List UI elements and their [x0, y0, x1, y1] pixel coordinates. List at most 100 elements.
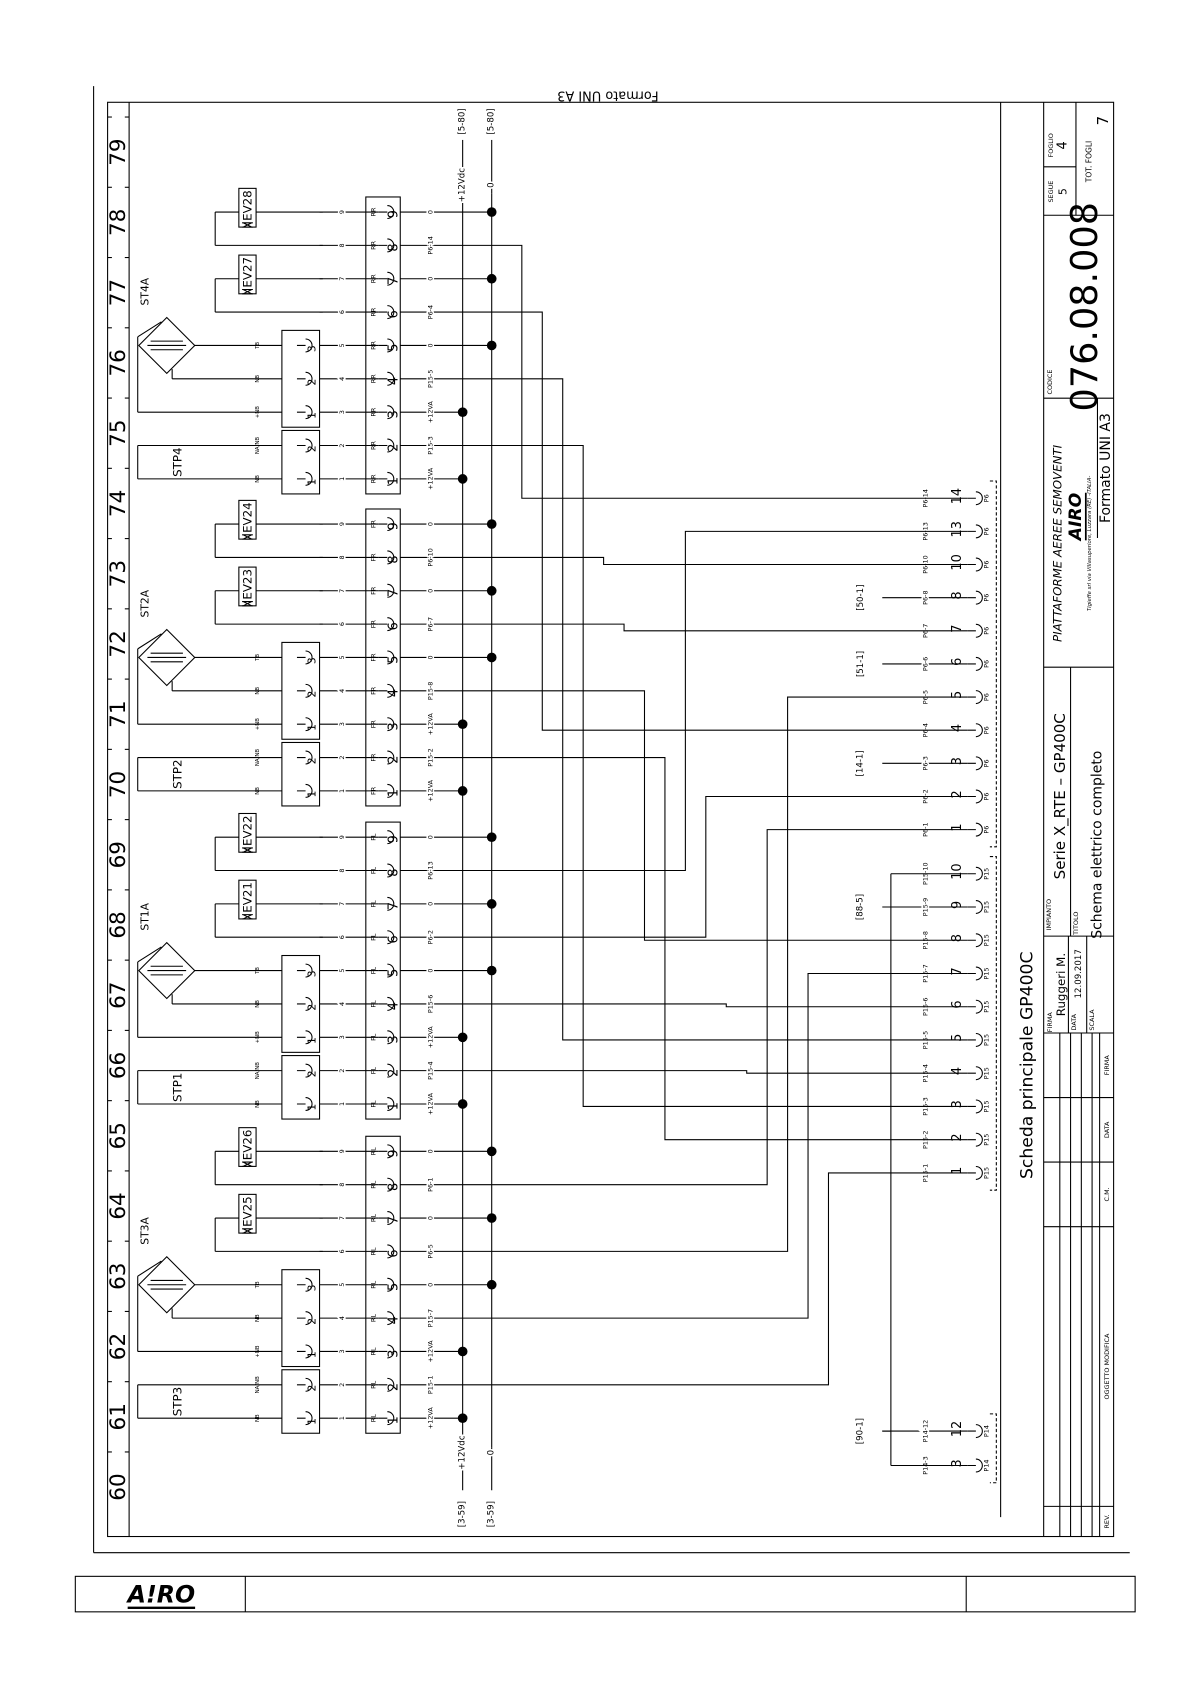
label: 4 — [1056, 141, 1071, 149]
column-number: 61 — [106, 1403, 131, 1430]
label: CODICE — [1046, 370, 1054, 395]
box-pin: 1 — [306, 724, 319, 731]
connector-pin: 2 — [950, 1133, 965, 1141]
junction — [486, 585, 497, 596]
connector-pin: 5 — [950, 691, 965, 699]
box-pin: 3 — [306, 1285, 319, 1292]
pin — [378, 271, 395, 286]
label: 7 — [1094, 116, 1112, 126]
pin — [378, 717, 395, 732]
pin — [296, 1277, 313, 1292]
wire-number: 1 — [338, 1416, 346, 1420]
wire-label: P15-8 — [426, 682, 434, 701]
box-pin: 1 — [306, 479, 319, 486]
pin — [378, 550, 395, 565]
connector-name: P6 — [983, 660, 991, 668]
label: FOGLIO — [1047, 133, 1055, 157]
board-pin: 4 — [386, 689, 401, 697]
connector-name: P14 — [983, 1425, 991, 1437]
pin — [967, 866, 983, 881]
pin — [967, 1066, 983, 1081]
wire-label: +12VA — [426, 1340, 434, 1363]
label: IMPIANTO — [1045, 899, 1053, 930]
wire-label: +12VA — [426, 401, 434, 424]
wire-label: +12VA — [426, 1092, 434, 1115]
sensor-label: ST2A — [139, 589, 152, 617]
wire-label: P15-3 — [426, 436, 434, 455]
pin — [967, 1165, 983, 1180]
box-pin: 3 — [306, 657, 319, 664]
pin — [967, 1099, 983, 1114]
pin — [967, 999, 983, 1014]
junction — [486, 1213, 497, 1223]
pin — [378, 996, 395, 1011]
box-pin: 2 — [306, 1070, 319, 1077]
sensor — [138, 1256, 196, 1314]
junction — [457, 1346, 468, 1357]
rev-header: OGGETTO MODIFICA — [1103, 1333, 1111, 1400]
connector-pin: 6 — [950, 1000, 965, 1008]
wire — [400, 444, 968, 1108]
connector-pin: 7 — [950, 967, 965, 975]
pin — [378, 863, 395, 878]
pin — [967, 1132, 983, 1147]
wire-number: 9 — [338, 522, 346, 526]
wire-label: 0 — [426, 522, 434, 526]
pin — [378, 617, 395, 632]
sheet-title: Scheda principale GP400C — [1018, 951, 1038, 1179]
pin — [296, 1030, 313, 1045]
pin — [378, 405, 395, 420]
connector-pin: 3 — [950, 757, 965, 765]
wire-label: P6-5 — [426, 1244, 434, 1258]
wire-number: 1 — [338, 1102, 346, 1106]
board-pin: 9 — [386, 522, 401, 530]
pin — [296, 717, 313, 732]
valve-diode — [242, 847, 253, 853]
pin — [967, 723, 983, 738]
board-pin: 8 — [386, 243, 401, 251]
wire — [137, 946, 162, 963]
board-pin: 2 — [386, 756, 401, 764]
box-pin: 2 — [306, 757, 319, 764]
wire — [400, 1003, 968, 1008]
pin — [296, 996, 313, 1011]
column-number: 72 — [106, 630, 131, 657]
box-pin: 2 — [306, 445, 319, 452]
rev-header: C.M. — [1103, 1187, 1111, 1201]
connector-name: P6 — [983, 527, 991, 535]
wire-number: 7 — [338, 589, 346, 593]
board-pin: 6 — [386, 935, 401, 943]
bus-ref: [5-80] — [487, 108, 497, 134]
column-number: 77 — [106, 279, 131, 306]
connector-pin: 2 — [950, 790, 965, 798]
wire — [400, 556, 968, 566]
sensor-label: ST1A — [139, 902, 152, 930]
switch-label: STP3 — [171, 1387, 185, 1416]
wire-label: 0 — [426, 210, 434, 214]
offpage-ref: [14-1] — [856, 750, 866, 776]
bus-ref: [3-59] — [458, 1501, 468, 1527]
pin — [378, 1177, 395, 1192]
pin — [296, 783, 313, 798]
board-pin: 9 — [386, 835, 401, 843]
wire-number: 8 — [338, 555, 346, 559]
valve-diode — [242, 222, 253, 228]
wire-label: P6-3 — [921, 756, 929, 770]
pin — [378, 438, 395, 453]
switch-label: STP2 — [171, 760, 185, 789]
wire-label: P6-14 — [426, 236, 434, 255]
wire-label: 0 — [426, 655, 434, 659]
connector-name: P15 — [983, 868, 991, 880]
valve-label: EV25 — [240, 1196, 254, 1227]
wire-label: P6-7 — [426, 617, 434, 631]
bus-ref: [3-59] — [487, 1501, 497, 1527]
pin — [296, 371, 313, 386]
valve-diode — [242, 288, 253, 295]
connector-pin: 7 — [950, 625, 965, 633]
bus-label: 0 — [487, 1450, 497, 1455]
pin — [967, 690, 983, 705]
pin — [967, 789, 983, 804]
junction — [457, 474, 468, 484]
wire-number: 2 — [338, 443, 346, 447]
pin — [967, 524, 983, 539]
